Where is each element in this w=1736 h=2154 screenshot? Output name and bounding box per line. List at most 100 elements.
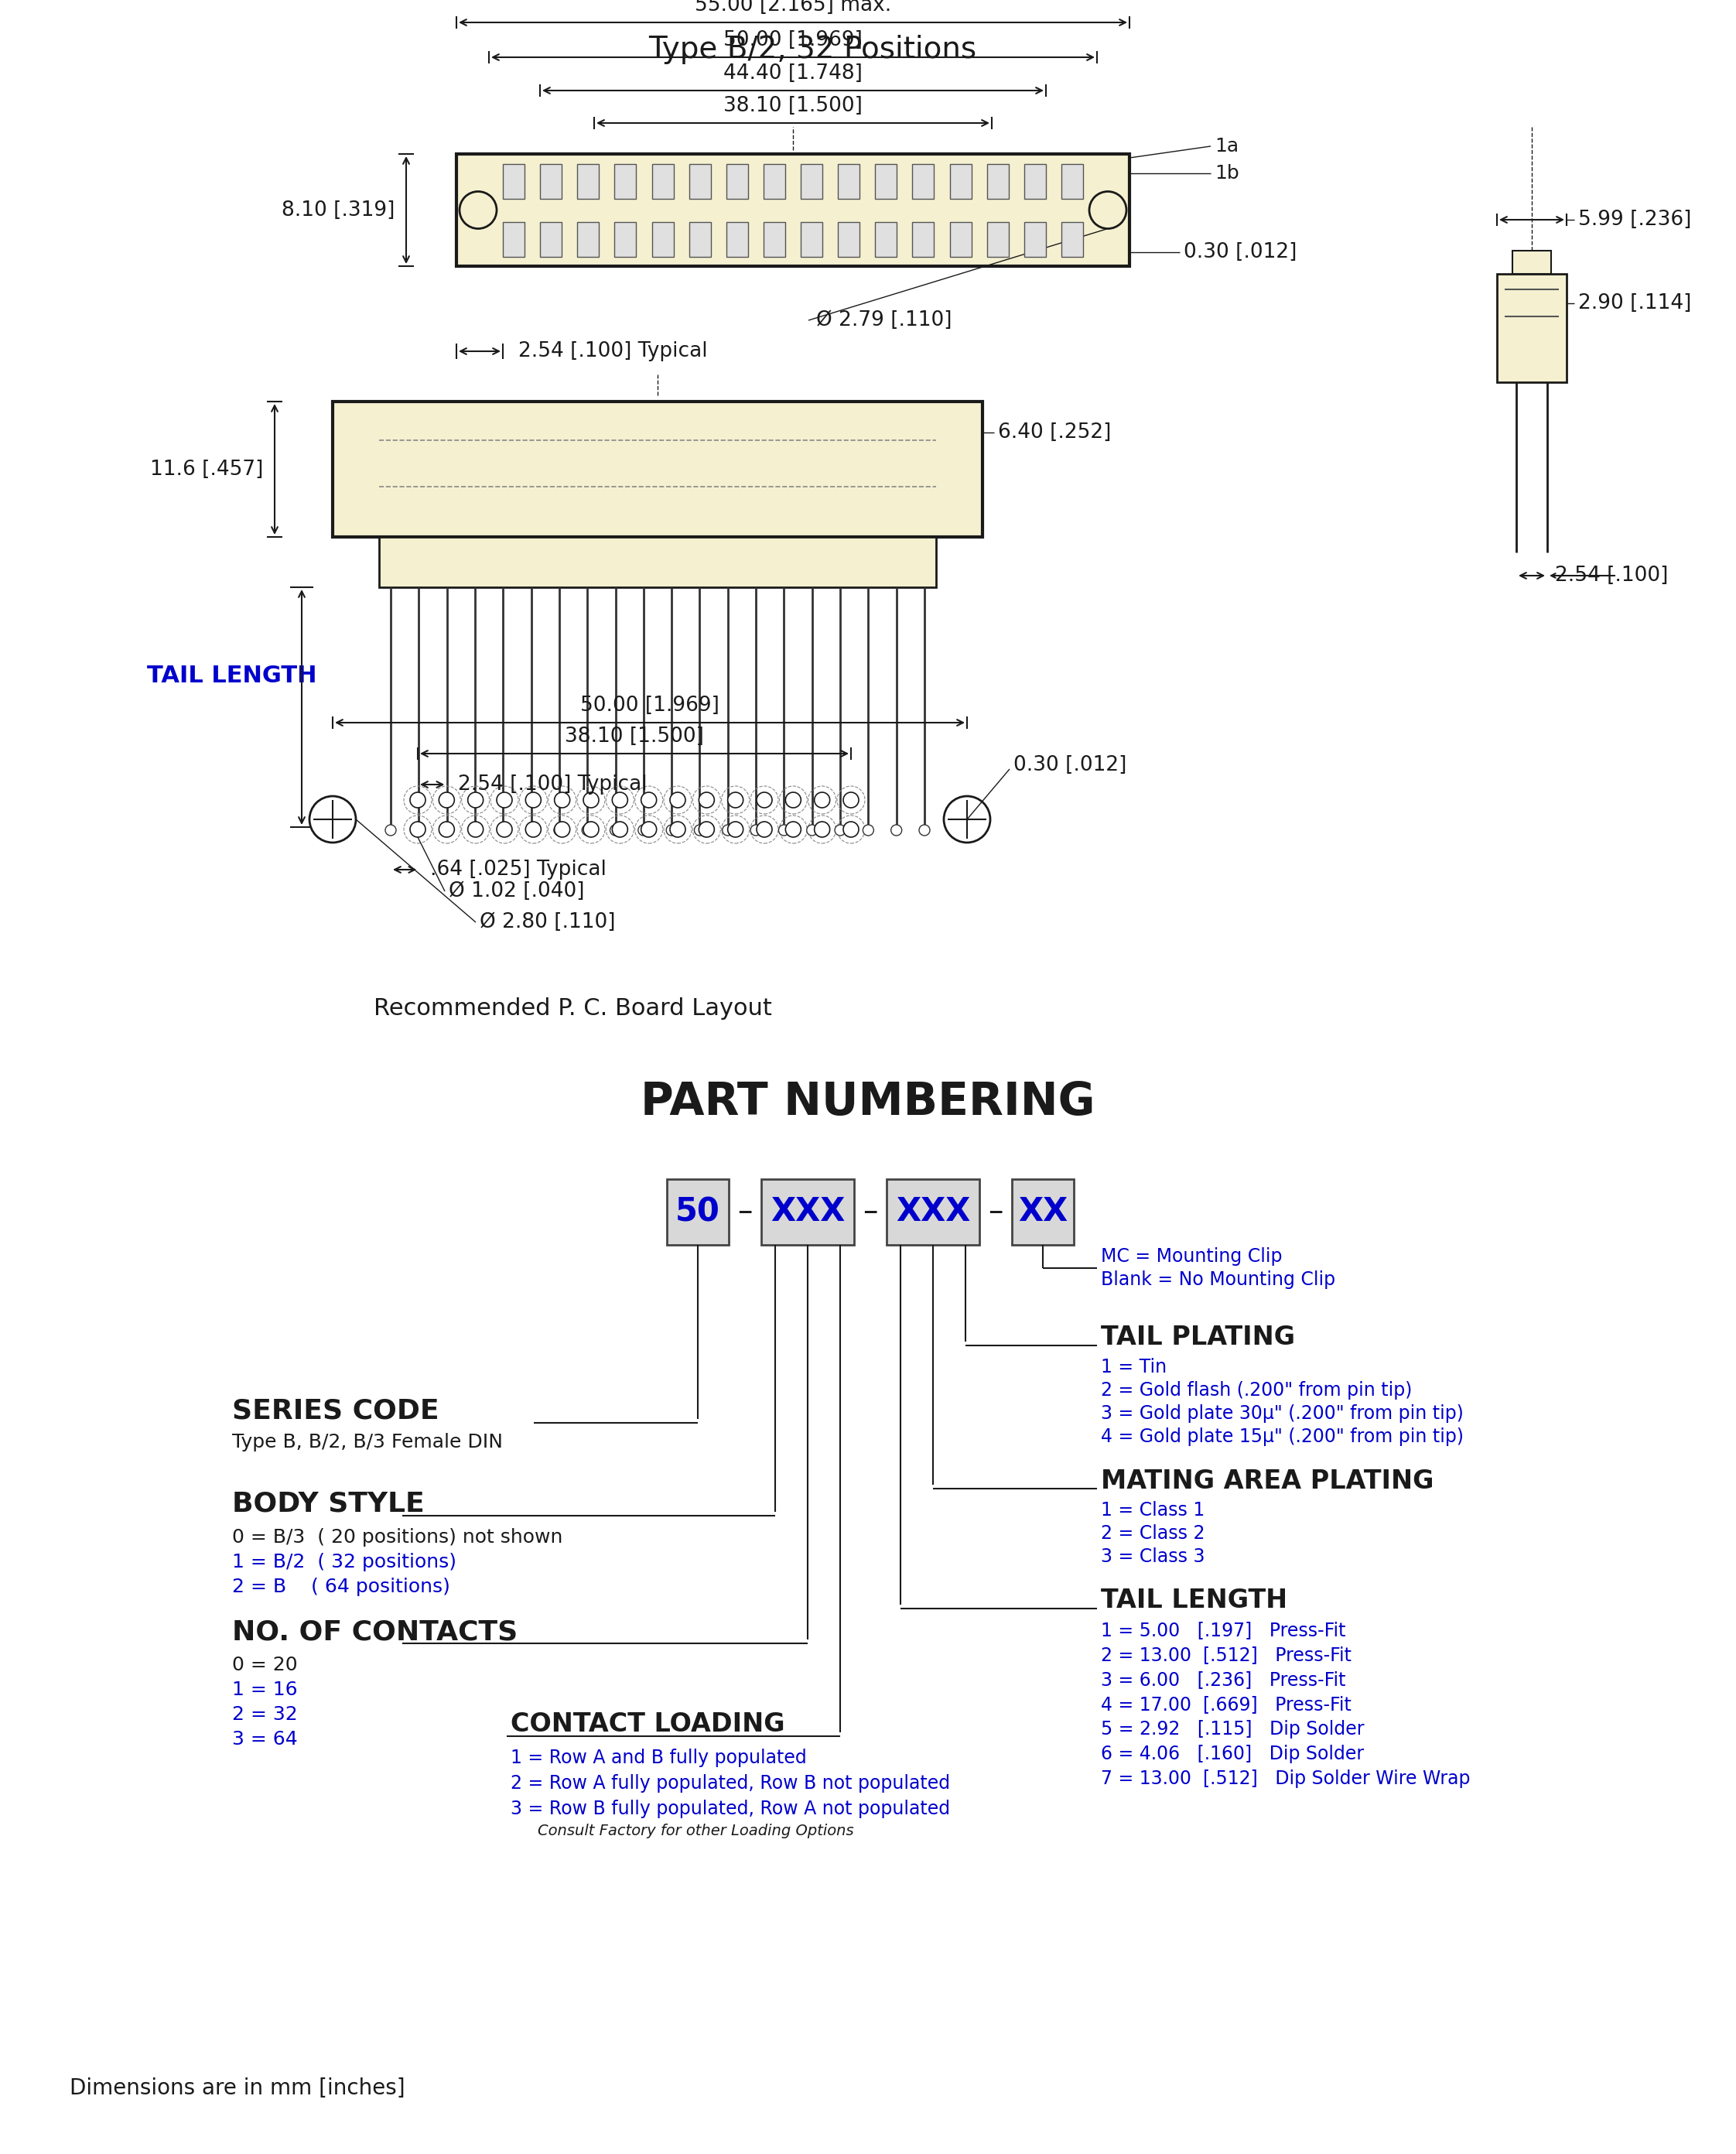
Circle shape (750, 825, 762, 836)
Circle shape (639, 825, 649, 836)
Text: 1 = Row A and B fully populated: 1 = Row A and B fully populated (510, 1749, 807, 1766)
Circle shape (863, 825, 873, 836)
Text: –: – (738, 1198, 752, 1228)
Circle shape (700, 793, 713, 808)
Text: .64 [.025] Typical: .64 [.025] Typical (431, 859, 606, 879)
Circle shape (757, 793, 773, 808)
Text: 7 = 13.00  [.512]   Dip Solder Wire Wrap: 7 = 13.00 [.512] Dip Solder Wire Wrap (1101, 1768, 1470, 1788)
Text: 1 = Tin: 1 = Tin (1101, 1357, 1167, 1376)
Text: 0.30 [.012]: 0.30 [.012] (1184, 241, 1297, 263)
Bar (615, 222, 635, 256)
Circle shape (526, 793, 542, 808)
Text: 0 = B/3  ( 20 positions) not shown: 0 = B/3 ( 20 positions) not shown (233, 1527, 562, 1547)
Bar (578, 164, 599, 198)
Text: Type B/2, 32 Positions: Type B/2, 32 Positions (648, 34, 976, 65)
Bar (764, 222, 785, 256)
Text: 1 = 5.00   [.197]   Press-Fit: 1 = 5.00 [.197] Press-Fit (1101, 1622, 1345, 1639)
Bar (540, 222, 562, 256)
Text: 2.54 [.100] Typical: 2.54 [.100] Typical (519, 340, 708, 362)
Text: –: – (988, 1198, 1003, 1228)
Text: 6 = 4.06   [.160]   Dip Solder: 6 = 4.06 [.160] Dip Solder (1101, 1745, 1364, 1764)
Circle shape (1088, 192, 1127, 228)
Circle shape (785, 821, 800, 838)
Circle shape (554, 793, 569, 808)
Circle shape (694, 825, 705, 836)
Text: 38.10 [1.500]: 38.10 [1.500] (564, 726, 703, 747)
Text: 4 = 17.00  [.669]   Press-Fit: 4 = 17.00 [.669] Press-Fit (1101, 1695, 1351, 1715)
Circle shape (918, 825, 930, 836)
Text: Consult Factory for other Loading Options: Consult Factory for other Loading Option… (538, 1822, 854, 1837)
Text: 2 = Gold flash (.200" from pin tip): 2 = Gold flash (.200" from pin tip) (1101, 1381, 1411, 1400)
Text: MC = Mounting Clip: MC = Mounting Clip (1101, 1247, 1283, 1267)
Circle shape (891, 825, 901, 836)
Circle shape (727, 793, 743, 808)
Text: 2 = Row A fully populated, Row B not populated: 2 = Row A fully populated, Row B not pop… (510, 1775, 950, 1792)
Bar (726, 222, 748, 256)
Text: 11.6 [.457]: 11.6 [.457] (149, 459, 264, 480)
Bar (457, 153, 1130, 267)
Circle shape (700, 821, 713, 838)
Bar (950, 164, 972, 198)
Text: Ø 2.80 [.110]: Ø 2.80 [.110] (479, 911, 616, 933)
Text: 3 = Class 3: 3 = Class 3 (1101, 1547, 1205, 1566)
Text: 1 = B/2  ( 32 positions): 1 = B/2 ( 32 positions) (233, 1553, 457, 1572)
Text: BODY STYLE: BODY STYLE (233, 1491, 425, 1516)
Circle shape (526, 825, 536, 836)
Text: TAIL PLATING: TAIL PLATING (1101, 1325, 1295, 1351)
Text: Ø 2.79 [.110]: Ø 2.79 [.110] (816, 310, 951, 330)
Text: 50.00 [1.969]: 50.00 [1.969] (724, 30, 863, 50)
Circle shape (670, 821, 686, 838)
Circle shape (498, 825, 509, 836)
Bar (1024, 164, 1045, 198)
Bar (887, 1178, 979, 1245)
Circle shape (844, 793, 859, 808)
Circle shape (641, 821, 656, 838)
Bar (1061, 164, 1083, 198)
Text: Dimensions are in mm [inches]: Dimensions are in mm [inches] (69, 2076, 404, 2098)
Text: 2 = B    ( 64 positions): 2 = B ( 64 positions) (233, 1577, 450, 1596)
Text: XX: XX (1017, 1195, 1068, 1228)
Text: PART NUMBERING: PART NUMBERING (641, 1079, 1095, 1124)
Circle shape (496, 821, 512, 838)
Bar (1496, 274, 1566, 381)
Text: 2 = 13.00  [.512]   Press-Fit: 2 = 13.00 [.512] Press-Fit (1101, 1646, 1352, 1665)
Circle shape (613, 821, 628, 838)
Circle shape (554, 825, 564, 836)
Text: CONTACT LOADING: CONTACT LOADING (510, 1712, 785, 1738)
Text: 1a: 1a (1215, 138, 1240, 155)
Text: 0.30 [.012]: 0.30 [.012] (1014, 756, 1127, 775)
Text: 1b: 1b (1215, 164, 1240, 183)
Text: 3 = 6.00   [.236]   Press-Fit: 3 = 6.00 [.236] Press-Fit (1101, 1672, 1345, 1689)
Bar (333, 401, 983, 536)
Text: SERIES CODE: SERIES CODE (233, 1398, 439, 1424)
Circle shape (410, 793, 425, 808)
Bar (988, 222, 1009, 256)
Circle shape (460, 192, 496, 228)
Text: 2.54 [.100]: 2.54 [.100] (1555, 567, 1668, 586)
Text: 3 = Row B fully populated, Row A not populated: 3 = Row B fully populated, Row A not pop… (510, 1799, 950, 1818)
Circle shape (814, 793, 830, 808)
Circle shape (670, 793, 686, 808)
Text: 2.90 [.114]: 2.90 [.114] (1578, 293, 1691, 312)
Bar (1512, 250, 1550, 274)
Circle shape (410, 821, 425, 838)
Bar (913, 164, 934, 198)
Circle shape (439, 821, 455, 838)
Text: 0 = 20: 0 = 20 (233, 1656, 297, 1674)
Text: 1 = 16: 1 = 16 (233, 1680, 297, 1700)
Text: Recommended P. C. Board Layout: Recommended P. C. Board Layout (373, 997, 771, 1021)
Bar (950, 222, 972, 256)
Text: TAIL LENGTH: TAIL LENGTH (148, 666, 318, 687)
Text: Type B, B/2, B/3 Female DIN: Type B, B/2, B/3 Female DIN (233, 1432, 503, 1452)
Circle shape (583, 821, 599, 838)
Bar (503, 222, 524, 256)
Bar (913, 222, 934, 256)
Text: Ø 1.02 [.040]: Ø 1.02 [.040] (448, 881, 585, 900)
Circle shape (441, 825, 453, 836)
Bar (875, 222, 898, 256)
Bar (800, 164, 823, 198)
Bar (1024, 222, 1045, 256)
Circle shape (496, 793, 512, 808)
Circle shape (835, 825, 845, 836)
Bar (651, 222, 674, 256)
